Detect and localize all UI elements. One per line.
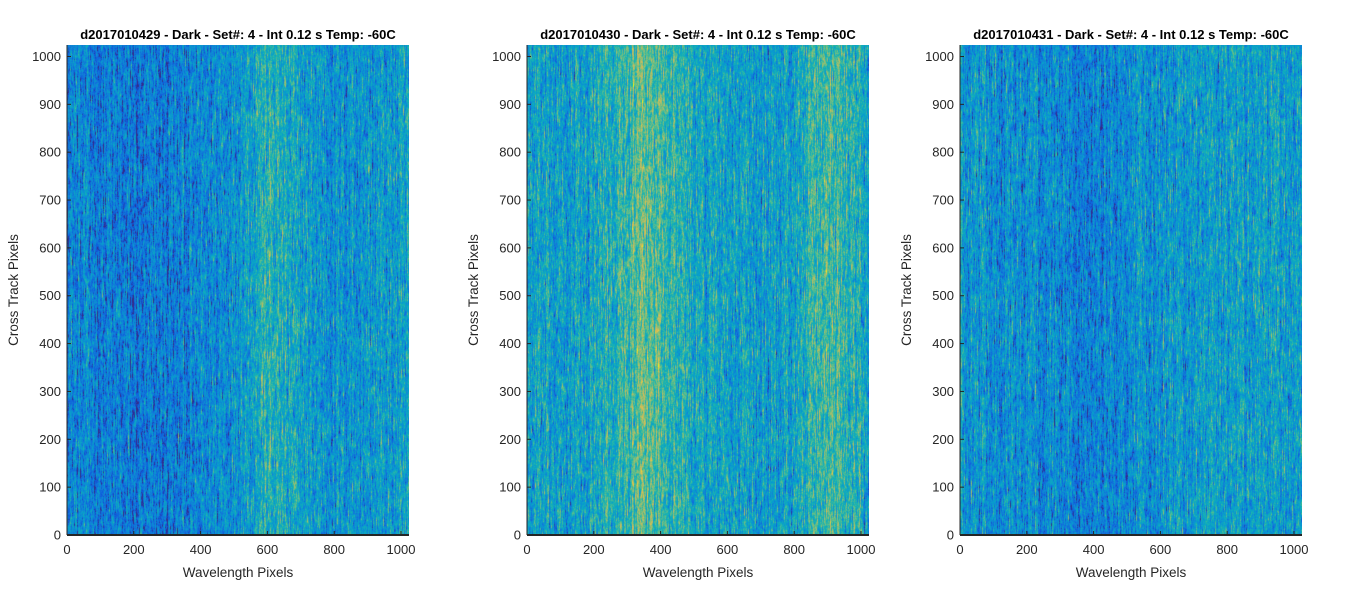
x-tick-label: 800 (323, 542, 345, 557)
y-tick-label: 900 (932, 97, 954, 112)
x-tick-label: 400 (650, 542, 672, 557)
y-tick-label: 1000 (925, 49, 954, 64)
y-tick-label: 300 (932, 384, 954, 399)
y-tick-label: 700 (39, 193, 61, 208)
chart-title: d2017010429 - Dark - Set#: 4 - Int 0.12 … (80, 27, 396, 42)
x-tick-label: 0 (956, 542, 963, 557)
y-tick-label: 100 (932, 480, 954, 495)
y-tick-label: 700 (932, 193, 954, 208)
x-tick-label: 1000 (847, 542, 876, 557)
y-tick-label: 500 (499, 288, 521, 303)
y-tick-label: 1000 (32, 49, 61, 64)
heatmap-panel-1: 0 200 400 600 800 1000 0 100 200 300 400 500 600 700 8… (6, 27, 415, 580)
y-tick-label: 1000 (492, 49, 521, 64)
heatmap-image (527, 45, 869, 535)
y-tick-label: 900 (499, 97, 521, 112)
heatmap-image (960, 45, 1302, 535)
y-tick-label: 400 (499, 336, 521, 351)
y-tick-label: 600 (499, 240, 521, 255)
x-tick-label: 0 (523, 542, 530, 557)
chart-title: d2017010430 - Dark - Set#: 4 - Int 0.12 … (540, 27, 856, 42)
x-tick-label: 1000 (387, 542, 416, 557)
y-tick-label: 600 (39, 240, 61, 255)
x-tick-label: 400 (190, 542, 212, 557)
y-tick-label: 500 (39, 288, 61, 303)
y-tick-label: 800 (932, 145, 954, 160)
y-axis-label: Cross Track Pixels (6, 234, 21, 346)
x-tick-label: 800 (783, 542, 805, 557)
y-tick-label: 300 (499, 384, 521, 399)
y-tick-label: 700 (499, 193, 521, 208)
y-tick-label: 200 (499, 432, 521, 447)
y-tick-label: 200 (932, 432, 954, 447)
heatmap-image (67, 45, 409, 535)
x-tick-label: 200 (583, 542, 605, 557)
x-axis-label: Wavelength Pixels (1076, 565, 1187, 580)
y-tick-label: 400 (932, 336, 954, 351)
y-tick-label: 800 (499, 145, 521, 160)
y-axis-label: Cross Track Pixels (899, 234, 914, 346)
x-tick-label: 800 (1216, 542, 1238, 557)
heatmap-panel-2: 0 200 400 600 800 1000 0 100 200 300 400 500 600 700 8… (466, 27, 875, 580)
x-tick-label: 200 (1016, 542, 1038, 557)
y-tick-label: 400 (39, 336, 61, 351)
x-tick-label: 1000 (1280, 542, 1309, 557)
heatmap-panel-3: 0 200 400 600 800 1000 0 100 200 300 400 500 600 700 8… (899, 27, 1308, 580)
x-tick-label: 600 (1150, 542, 1172, 557)
y-tick-label: 0 (54, 528, 61, 543)
y-tick-label: 300 (39, 384, 61, 399)
y-tick-label: 900 (39, 97, 61, 112)
x-tick-label: 200 (123, 542, 145, 557)
x-axis-label: Wavelength Pixels (643, 565, 754, 580)
y-tick-label: 0 (947, 528, 954, 543)
x-tick-label: 400 (1083, 542, 1105, 557)
y-tick-label: 0 (514, 528, 521, 543)
chart-title: d2017010431 - Dark - Set#: 4 - Int 0.12 … (973, 27, 1289, 42)
y-tick-label: 600 (932, 240, 954, 255)
y-axis-label: Cross Track Pixels (466, 234, 481, 346)
y-tick-label: 800 (39, 145, 61, 160)
y-tick-label: 100 (499, 480, 521, 495)
x-tick-label: 600 (717, 542, 739, 557)
x-axis-label: Wavelength Pixels (183, 565, 294, 580)
y-tick-label: 100 (39, 480, 61, 495)
x-tick-label: 0 (63, 542, 70, 557)
x-tick-label: 600 (257, 542, 279, 557)
y-tick-label: 500 (932, 288, 954, 303)
y-tick-label: 200 (39, 432, 61, 447)
